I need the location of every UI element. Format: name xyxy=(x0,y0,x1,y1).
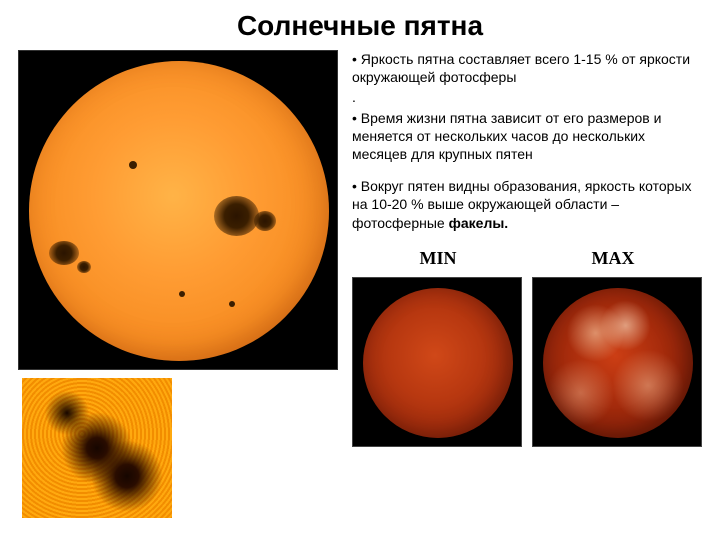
sun-max-activity-image xyxy=(532,277,702,447)
sun-min-activity-image xyxy=(352,277,522,447)
activity-comparison xyxy=(352,277,702,447)
bullet-dot: . xyxy=(352,88,702,106)
sun-photosphere-image xyxy=(18,50,338,370)
sun-disk-min xyxy=(363,288,513,438)
sun-disk xyxy=(29,61,329,361)
bullet-text-block: • Яркость пятна составляет всего 1-15 % … xyxy=(352,50,702,234)
sunspot-icon xyxy=(49,241,79,265)
sunspot-icon xyxy=(77,261,91,273)
bullet-3-bold: факелы. xyxy=(449,215,509,231)
sunspot-icon xyxy=(214,196,259,236)
content-area: • Яркость пятна составляет всего 1-15 % … xyxy=(0,50,720,518)
right-column: • Яркость пятна составляет всего 1-15 % … xyxy=(338,50,702,518)
max-label: MAX xyxy=(592,248,635,269)
bullet-1: • Яркость пятна составляет всего 1-15 % … xyxy=(352,50,702,86)
sunspot-closeup-image xyxy=(22,378,172,518)
min-max-labels: MIN MAX xyxy=(352,248,702,269)
sunspot-icon xyxy=(179,291,185,297)
min-label: MIN xyxy=(420,248,457,269)
granulation-texture xyxy=(22,378,172,518)
sun-disk-max xyxy=(543,288,693,438)
bullet-3: • Вокруг пятен видны образования, яркост… xyxy=(352,177,702,232)
sunspot-icon xyxy=(254,211,276,231)
sunspot-icon xyxy=(229,301,235,307)
sunspot-icon xyxy=(129,161,137,169)
bullet-3-text: • Вокруг пятен видны образования, яркост… xyxy=(352,178,692,230)
bullet-2: • Время жизни пятна зависит от его разме… xyxy=(352,109,702,164)
left-column xyxy=(18,50,338,518)
slide-title: Солнечные пятна xyxy=(0,0,720,50)
